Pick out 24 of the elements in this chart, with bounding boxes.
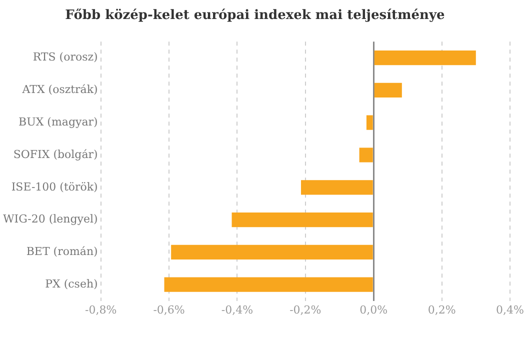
bar <box>232 212 373 228</box>
x-tick-label: -0,8% <box>84 303 117 316</box>
bar <box>374 50 476 66</box>
y-tick-label: ATX (osztrák) <box>21 83 98 96</box>
x-tick-label: -0,4% <box>221 303 254 316</box>
y-tick-label: RTS (orosz) <box>32 50 98 64</box>
chart-title: Főbb közép-kelet európai indexek mai teljesítménye <box>65 8 445 24</box>
y-tick-label: BUX (magyar) <box>18 115 98 128</box>
bar <box>171 244 373 260</box>
x-tick-label: 0,4% <box>496 303 524 316</box>
bar <box>300 180 373 195</box>
bar <box>359 148 373 162</box>
y-tick-label: PX (cseh) <box>45 277 98 290</box>
y-tick-label: BET (román) <box>26 245 98 258</box>
x-tick-label: -0,2% <box>290 303 322 316</box>
bar <box>164 277 373 292</box>
y-tick-label: ISE-100 (török) <box>11 180 98 194</box>
y-tick-label: SOFIX (bolgár) <box>13 148 98 161</box>
x-tick-label: -0,6% <box>153 303 185 316</box>
bar <box>374 82 402 98</box>
x-tick-label: 0,0% <box>360 303 388 316</box>
x-tick-label: 0,2% <box>428 303 456 316</box>
bar <box>366 115 373 130</box>
y-tick-label: WIG-20 (lengyel) <box>2 212 98 226</box>
